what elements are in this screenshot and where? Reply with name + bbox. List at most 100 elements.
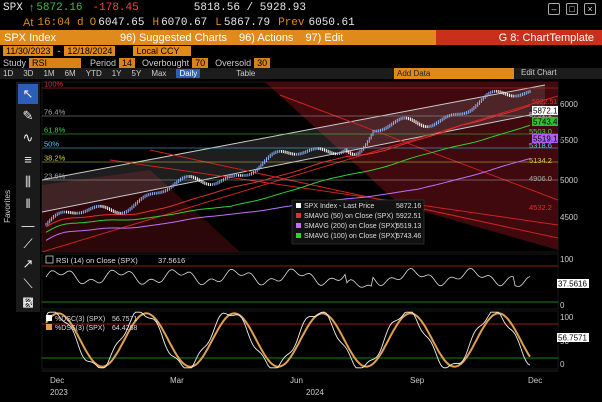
main-panel-content xyxy=(42,82,558,252)
edit-chart-button[interactable]: Edit Chart xyxy=(521,68,557,77)
edit-menu[interactable]: 97) Edit xyxy=(305,31,344,44)
table-button[interactable]: Table xyxy=(236,69,256,78)
up-arrow-icon: ↑ xyxy=(28,2,35,14)
trend-channel xyxy=(42,85,545,212)
trend-icon[interactable]: ∿ xyxy=(22,130,34,145)
dss-value-2: 64.4268 xyxy=(112,325,137,332)
dss-badge-text: 56.7571 xyxy=(558,334,587,343)
fib-value: 5731.1 xyxy=(529,110,552,119)
dss-value-1: 56.7571 xyxy=(112,316,137,323)
period-input[interactable]: 14 xyxy=(119,57,136,68)
actions-menu[interactable]: 96) Actions xyxy=(239,31,294,44)
fib-icon[interactable]: ≡ xyxy=(24,152,32,167)
last-price-badge xyxy=(532,106,558,115)
dss-swatch-1 xyxy=(46,315,52,321)
rsi-tick: 100 xyxy=(560,255,574,264)
period-ytd[interactable]: YTD xyxy=(85,69,102,78)
period-1d[interactable]: 1D xyxy=(3,69,14,78)
sma50-tick-text: 5922.51 xyxy=(532,99,557,106)
legend-box xyxy=(291,199,425,245)
arrow-icon[interactable]: ↗ xyxy=(22,256,34,271)
rsi-value: 37.5616 xyxy=(158,256,185,265)
bar-icon[interactable]: ⫼ xyxy=(25,174,31,189)
date-separator: - xyxy=(57,46,61,56)
fib-value: 4532.2 xyxy=(529,203,552,212)
period-label: Period xyxy=(90,57,117,68)
price-tick: 6000 xyxy=(560,100,578,109)
at-label: At xyxy=(23,17,34,29)
price-tick: 5000 xyxy=(560,176,578,185)
study-select[interactable]: RSI xyxy=(29,57,82,68)
overbought-label: Overbought xyxy=(142,57,190,68)
text-icon[interactable]: ‖ xyxy=(25,196,31,211)
legend-label: SPX Index - Last Price xyxy=(304,203,375,210)
period-6m[interactable]: 6M xyxy=(64,69,76,78)
suggested-charts-menu[interactable]: 96) Suggested Charts xyxy=(120,31,228,44)
maximize-icon[interactable]: □ xyxy=(566,3,578,15)
fan-line xyxy=(149,149,558,239)
open-price: 6047.65 xyxy=(98,17,145,29)
oversold-input[interactable]: 30 xyxy=(254,57,271,68)
overbought-input[interactable]: 70 xyxy=(192,57,209,68)
price-tick: 5500 xyxy=(560,136,578,145)
sma-100-line xyxy=(45,124,531,233)
fib-value: 4906.0 xyxy=(529,174,552,183)
cursor-icon[interactable]: ↖ xyxy=(18,84,38,104)
sma-lines xyxy=(45,105,531,241)
dss-swatch-2 xyxy=(46,324,52,330)
period-1y[interactable]: 1Y xyxy=(111,69,122,78)
price-axis: 6000 5500 5000 4500 xyxy=(560,100,578,222)
pen-icon[interactable]: ✎ xyxy=(22,108,34,123)
fan-icon[interactable]: ▨ xyxy=(21,294,35,309)
add-data-input[interactable]: Add Data xyxy=(394,68,514,79)
prev-label: Prev xyxy=(278,17,305,29)
x-year-2024: 2024 xyxy=(306,388,324,397)
start-date-input[interactable]: 11/30/2023 xyxy=(3,46,54,56)
period-1m[interactable]: 1M xyxy=(43,69,55,78)
security-field[interactable]: SPX Index xyxy=(4,31,56,44)
legend-swatch xyxy=(296,213,301,218)
fib-label: 50% xyxy=(44,140,59,149)
legend-value: 5922.51 xyxy=(396,213,421,220)
legend-label: SMAVG (50) on Close (SPX) xyxy=(304,213,393,220)
period-5y[interactable]: 5Y xyxy=(131,69,142,78)
frequency-select[interactable]: Daily xyxy=(176,69,201,78)
price-candles xyxy=(45,89,531,226)
period-max[interactable]: Max xyxy=(151,69,167,78)
r-icon[interactable]: R xyxy=(22,294,34,310)
x-month-sep: Sep xyxy=(410,376,425,385)
rsi-line xyxy=(45,267,531,288)
sma-200-line xyxy=(45,158,531,241)
sma200-badge xyxy=(532,134,558,143)
legend-value: 5872.16 xyxy=(396,203,421,210)
legend-swatch xyxy=(296,233,301,238)
dss-tick: 50 xyxy=(560,337,569,346)
high-label: H xyxy=(152,17,160,29)
period-toolbar: 1D 3D 1M 6M YTD 1Y 5Y Max Daily Table xyxy=(0,68,602,79)
channel-icon[interactable]: ⟋ xyxy=(23,236,33,251)
chart-template[interactable]: G 8: ChartTemplate xyxy=(436,30,602,45)
fib-label: 38.2% xyxy=(44,154,66,163)
bid-ask-range: 5818.56 / 5928.93 xyxy=(193,2,306,14)
sma200-badge-text: 5519.13 xyxy=(533,135,562,144)
legend-swatch xyxy=(296,203,301,208)
period-3d[interactable]: 3D xyxy=(23,69,34,78)
favorites-tab[interactable]: Favorites xyxy=(3,190,12,223)
fan-line xyxy=(42,95,558,252)
high-price: 6070.67 xyxy=(161,17,208,29)
channel-lower xyxy=(42,111,546,213)
price-tick: 4500 xyxy=(560,213,578,222)
rsi-checkbox[interactable] xyxy=(45,255,54,264)
line-icon[interactable]: — xyxy=(21,218,35,233)
end-date-input[interactable]: 12/18/2024 xyxy=(64,46,116,56)
minimize-icon[interactable]: – xyxy=(548,3,560,15)
close-icon[interactable]: × xyxy=(584,3,596,15)
currency-select[interactable]: Local CCY xyxy=(133,46,192,56)
net-change: -178.45 xyxy=(92,2,139,14)
ruler-icon[interactable]: ⟍ xyxy=(23,276,33,291)
oversold-label: Oversold xyxy=(215,57,252,68)
shaded-zone xyxy=(265,82,558,250)
dss-fast-line xyxy=(45,311,531,369)
x-month-mar: Mar xyxy=(170,376,184,385)
quote-details: At 16:04 d O 6047.65 H 6070.67 L 5867.79… xyxy=(0,16,602,30)
